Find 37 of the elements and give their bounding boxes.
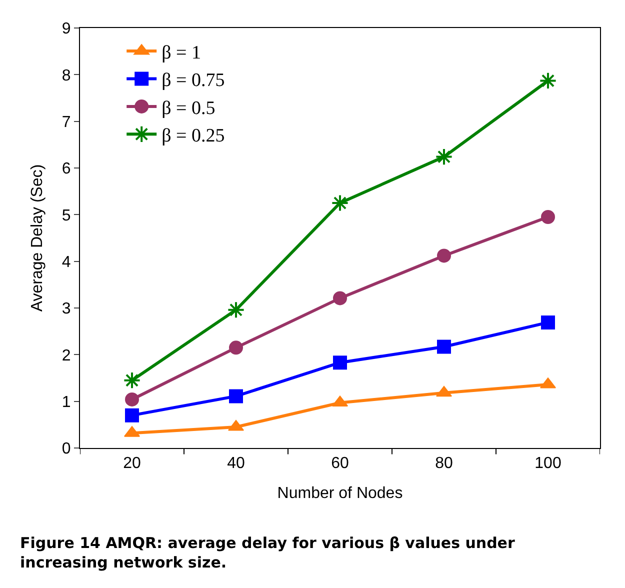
point [331, 194, 349, 212]
x-tick-label: 100 [534, 455, 562, 472]
y-axis-title: Average Delay (Sec) [28, 164, 46, 312]
legend-label: β = 1 [162, 42, 201, 64]
point [437, 340, 451, 354]
point [125, 408, 139, 422]
x-axis-title: Number of Nodes [277, 484, 403, 502]
y-tick-label: 2 [62, 347, 71, 364]
y-tick-label: 7 [62, 114, 71, 131]
point [333, 356, 347, 370]
point [229, 340, 243, 355]
y-tick-label: 5 [62, 207, 71, 224]
point [541, 315, 555, 330]
x-tick-label: 40 [227, 455, 245, 472]
point [125, 392, 139, 406]
y-tick-label: 8 [62, 67, 71, 84]
y-tick-label: 4 [62, 254, 71, 271]
point [437, 248, 451, 263]
point [539, 72, 557, 90]
y-tick-label: 3 [62, 300, 71, 318]
y-tick-label: 9 [62, 20, 71, 38]
point [435, 148, 453, 166]
legend-label: β = 0.25 [162, 126, 225, 147]
point [333, 291, 347, 306]
x-tick-label: 20 [123, 455, 141, 472]
legend-label: β = 0.75 [162, 70, 225, 92]
legend-label: β = 0.5 [162, 98, 216, 119]
y-tick-label: 0 [62, 440, 71, 458]
x-tick-label: 60 [331, 455, 349, 472]
y-tick-label: 6 [62, 160, 71, 178]
point [229, 389, 243, 404]
y-tick-label: 1 [62, 394, 71, 411]
x-tick-label: 80 [435, 455, 453, 472]
caption: Figure 14 AMQR: average delay for various β values under increasing network size. [20, 534, 516, 572]
point [227, 301, 245, 319]
point [541, 210, 555, 224]
point [123, 372, 141, 390]
